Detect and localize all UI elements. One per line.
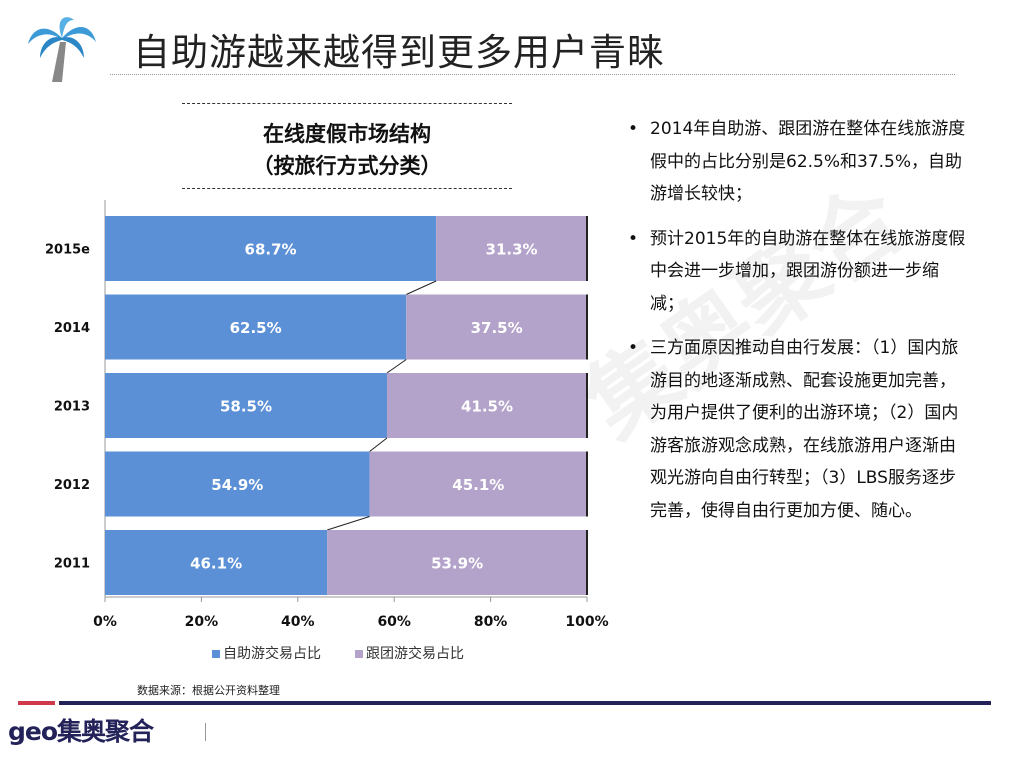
series-line xyxy=(386,359,407,374)
data-label: 53.9% xyxy=(431,555,483,573)
category-label: 2015e xyxy=(45,243,90,258)
series-line xyxy=(406,280,437,295)
bar-segment xyxy=(105,294,407,360)
category-label: 2012 xyxy=(54,478,90,493)
legend-item-self-guided: 自助游交易占比 xyxy=(212,643,321,663)
data-label: 45.1% xyxy=(452,476,504,494)
legend-label: 自助游交易占比 xyxy=(223,646,321,662)
bar-segment xyxy=(105,373,387,438)
x-tick-label: 60% xyxy=(377,614,411,630)
bullet-item: 三方面原因推动自由行发展：（1）国内旅游目的地逐渐成熟、配套设施更加完善，为用户… xyxy=(628,332,968,527)
bar-segment xyxy=(105,216,437,281)
series-line xyxy=(327,516,370,531)
footer-navy-bar xyxy=(59,701,991,705)
palm-tree-icon xyxy=(28,17,96,82)
bullet-item: 预计2015年的自助游在整体在线旅游度假中会进一步增加，跟团游份额进一步缩减； xyxy=(628,223,968,321)
category-label: 2013 xyxy=(54,400,90,415)
category-label: 2011 xyxy=(54,557,90,572)
footer-logo: geo集奥聚合 xyxy=(8,717,154,746)
data-label: 58.5% xyxy=(220,398,272,416)
footer-separator xyxy=(205,723,206,741)
data-label: 41.5% xyxy=(461,398,513,416)
page-title: 自助游越来越得到更多用户青睐 xyxy=(133,31,665,74)
legend-swatch xyxy=(212,650,220,658)
bar-segment xyxy=(327,530,587,595)
data-source-note: 数据来源：根据公开资料整理 xyxy=(137,684,280,697)
title-divider xyxy=(110,74,955,75)
category-label: 2014 xyxy=(54,321,90,336)
bar-segment xyxy=(105,451,370,517)
data-label: 46.1% xyxy=(190,555,242,573)
data-label: 68.7% xyxy=(245,241,297,259)
bar-segment xyxy=(406,294,587,360)
data-label: 37.5% xyxy=(471,319,523,337)
bar-segment xyxy=(369,451,587,517)
bar-segment xyxy=(386,373,587,438)
bar-segment xyxy=(436,216,587,281)
data-label: 31.3% xyxy=(486,241,538,259)
bullet-item: 2014年自助游、跟团游在整体在线旅游度假中的占比分别是62.5%和37.5%，… xyxy=(628,113,968,211)
legend-label: 跟团游交易占比 xyxy=(366,646,464,662)
stacked-bar-chart: 0% 20% 40% 60% 80% 100% 2015e 68.7% 31.3% 2014 62.… xyxy=(45,200,609,630)
x-tick-label: 20% xyxy=(185,614,219,630)
legend-item-group-tour: 跟团游交易占比 xyxy=(355,643,464,663)
chart-title-divider xyxy=(182,188,512,189)
bullet-list: 2014年自助游、跟团游在整体在线旅游度假中的占比分别是62.5%和37.5%，… xyxy=(628,113,968,539)
data-label: 62.5% xyxy=(230,319,282,337)
chart-title: 在线度假市场结构 xyxy=(263,122,431,146)
x-tick-label: 0% xyxy=(93,614,117,630)
footer-red-bar xyxy=(18,701,55,705)
series-line xyxy=(369,437,388,452)
data-label: 54.9% xyxy=(211,476,263,494)
x-tick-label: 80% xyxy=(474,614,508,630)
chart-title-divider xyxy=(182,103,512,104)
chart-subtitle: （按旅行方式分类） xyxy=(252,154,442,178)
x-tick-label: 100% xyxy=(565,614,608,630)
x-tick-label: 40% xyxy=(281,614,315,630)
legend-swatch xyxy=(355,650,363,658)
bar-segment xyxy=(105,530,328,595)
